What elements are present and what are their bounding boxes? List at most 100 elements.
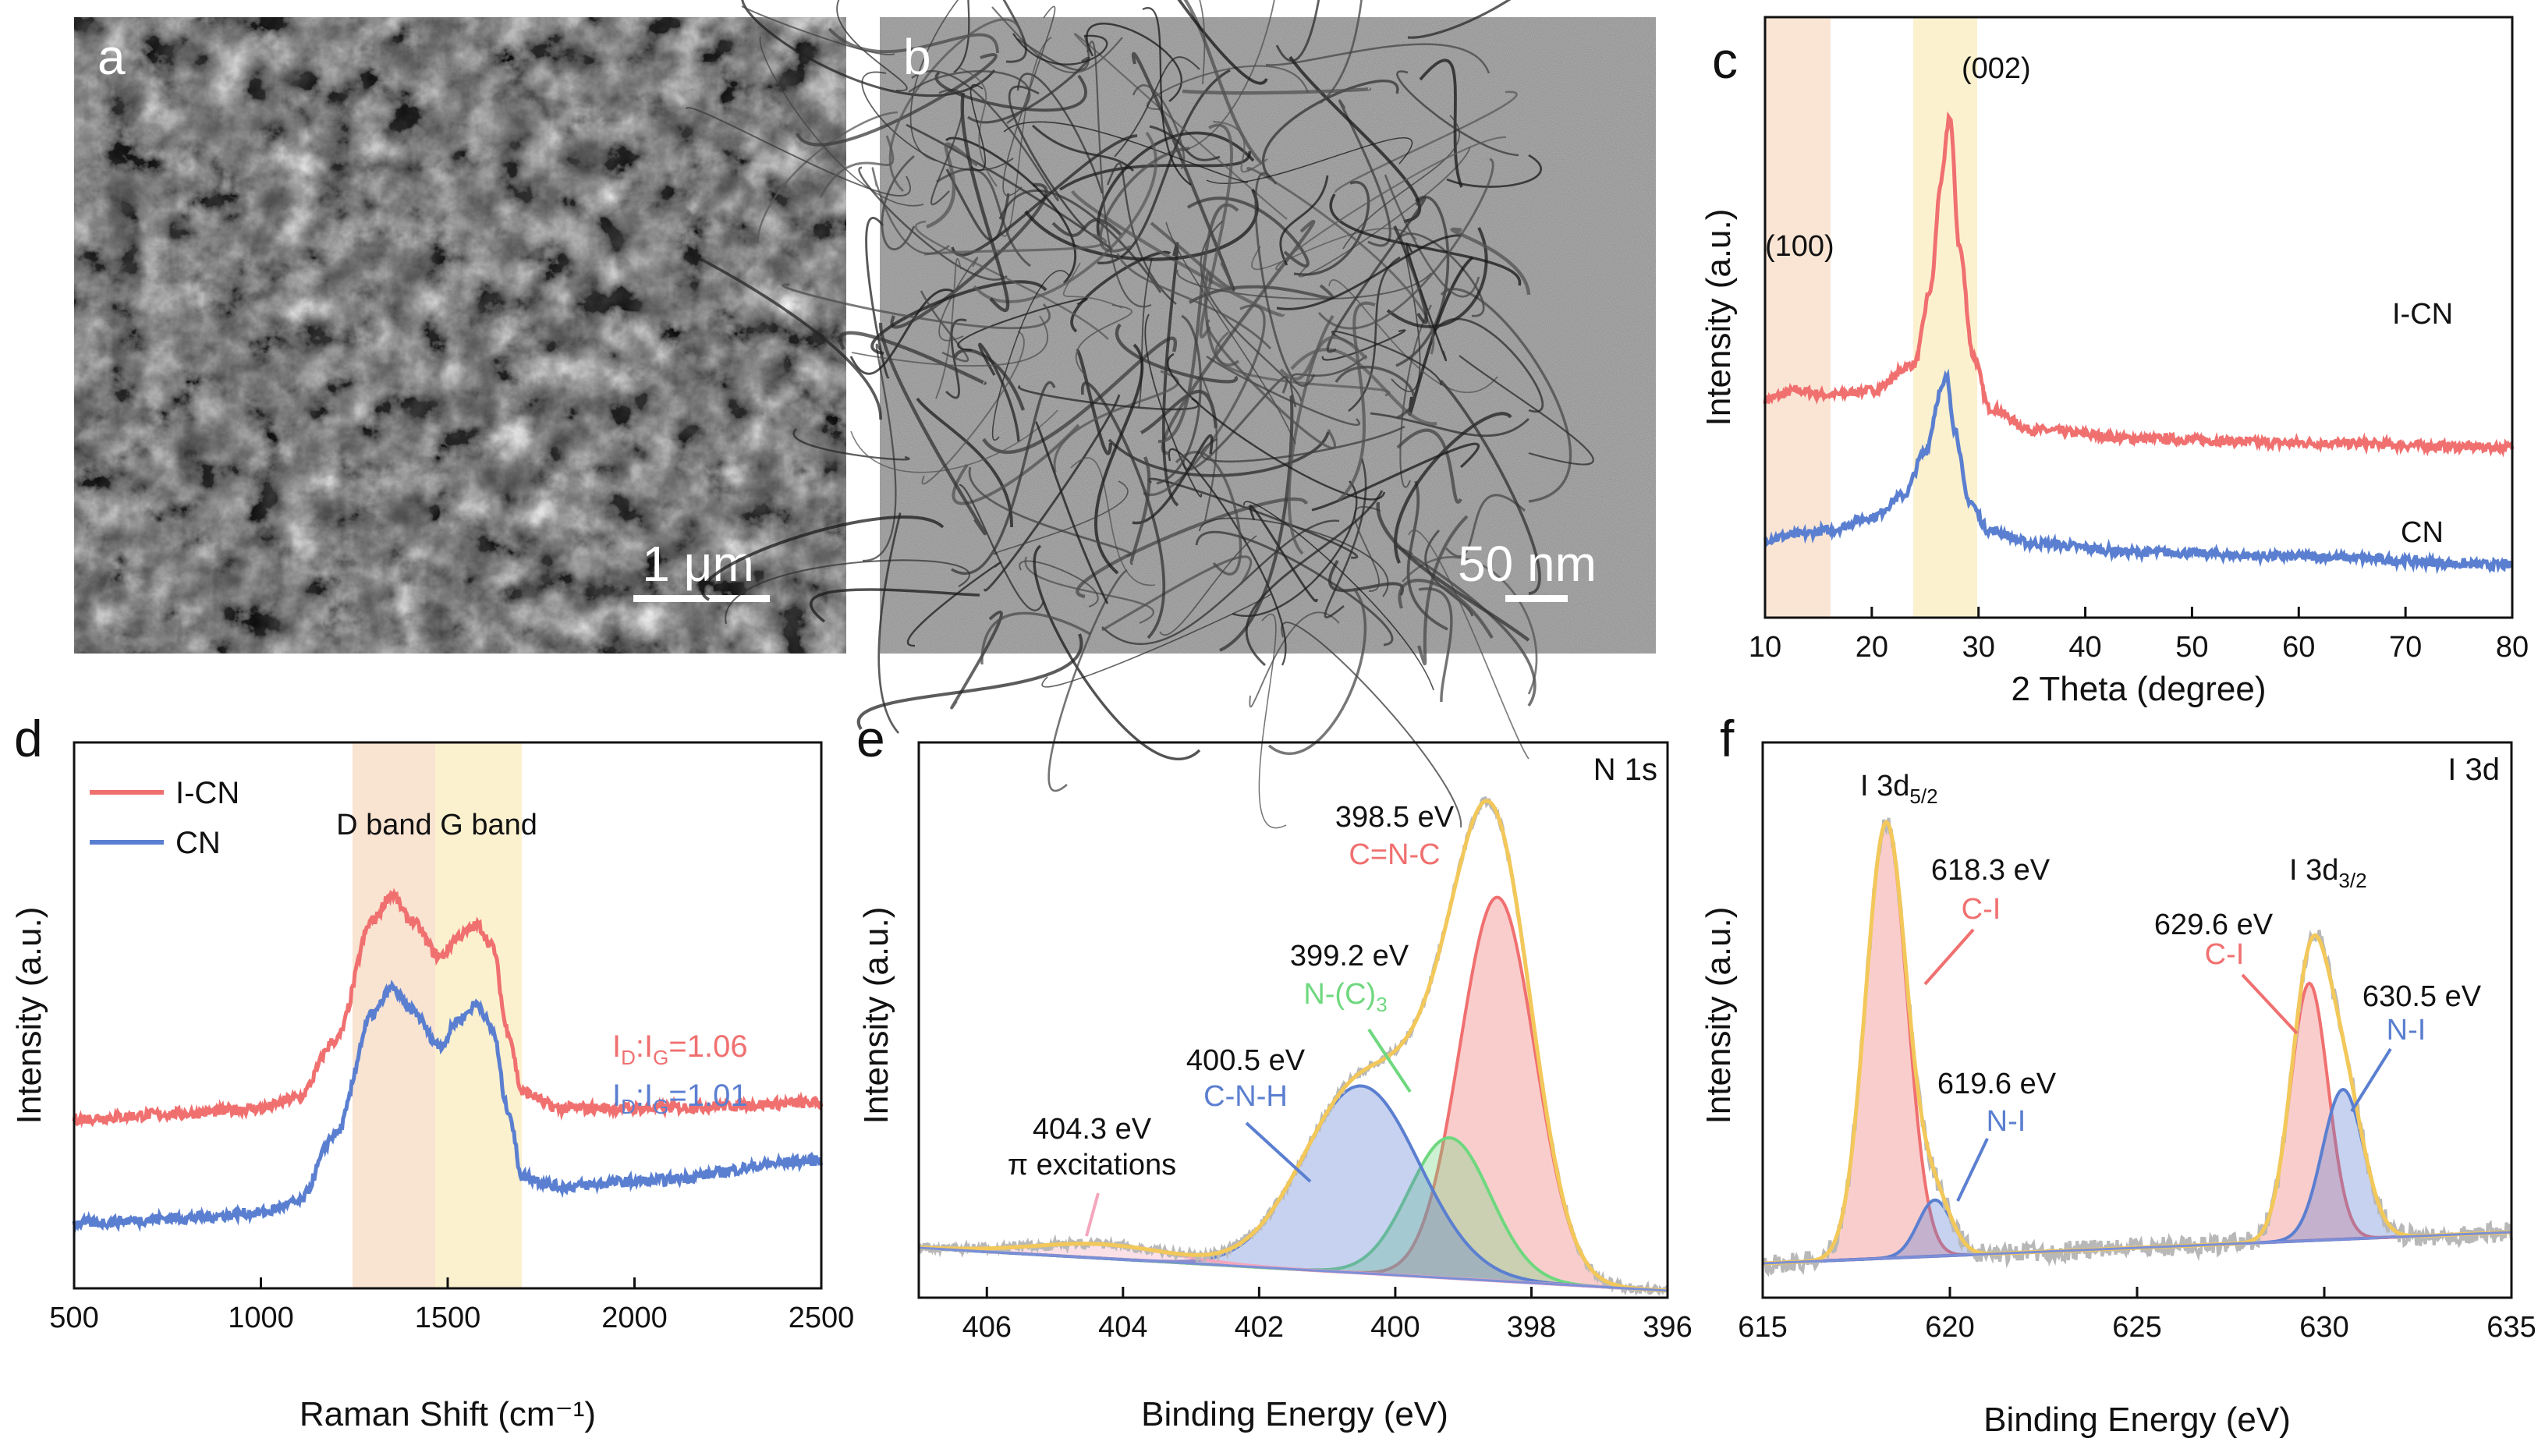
xps-n1s-peak-fill (919, 1243, 1668, 1291)
tem-fiber (991, 270, 1070, 441)
raman-x-tick-label: 500 (49, 1302, 98, 1334)
tem-fiber (1108, 431, 1330, 477)
xrd-x-ticks: 10 20 30 40 50 60 70 80 (1749, 607, 2529, 664)
raman-y-axis-title: Intensity (a.u.) (10, 907, 48, 1125)
tem-fiber (935, 257, 962, 399)
panel-d: d 500 1000 1500 2000 2500 I-CN CN D band G b… (10, 710, 854, 1433)
tem-fiber (1338, 99, 1391, 247)
xps-i3d-baseline (1762, 1231, 2512, 1265)
tem-fiber (851, 315, 1048, 367)
tem-fiber (1182, 87, 1372, 95)
doublet-label-5-2: I 3d5/2 (1860, 770, 1938, 808)
tem-fiber (1203, 271, 1240, 367)
tem-fiber (1144, 314, 1203, 498)
xps-i3d-x-tick-label: 635 (2487, 1311, 2536, 1344)
xrd-series-label-cn: CN (2401, 516, 2444, 549)
tem-fiber (1047, 569, 1128, 792)
xps-i3d-x-tick-label: 620 (1925, 1311, 1974, 1344)
tem-fiber (1206, 136, 1413, 185)
tem-fiber (1075, 304, 1132, 376)
panel-a: a 1 μm (74, 17, 846, 654)
tem-fiber (1407, 0, 1512, 39)
tem-fiber (1384, 174, 1480, 298)
tem-fiber (1290, 348, 1437, 426)
xps-n1s-x-axis-title: Binding Energy (eV) (1141, 1395, 1448, 1433)
tem-fiber (1200, 220, 1303, 402)
tem-fiber (1393, 225, 1428, 324)
tem-fiber (756, 111, 899, 244)
tem-fiber (1401, 556, 1538, 695)
tem-fiber (1012, 33, 1108, 66)
peak-energy-404-3: 404.3 eV (1033, 1113, 1152, 1146)
tem-fiber (1142, 7, 1192, 186)
tem-fiber (1424, 530, 1474, 617)
tem-fiber (945, 136, 1077, 285)
tem-fiber (1002, 0, 1027, 63)
tem-fiber (1075, 349, 1113, 455)
tem-fiber (923, 232, 1107, 256)
tem-fiber (1288, 55, 1422, 224)
xps-n1s-x-tick-label: 400 (1370, 1311, 1420, 1344)
panel-label-c: c (1712, 31, 1738, 89)
peak-assignment-618-3: C-I (1962, 893, 2001, 926)
raman-curve-icn (72, 887, 824, 1128)
tem-fiber (916, 397, 1013, 528)
peak-assignment-400-5: C-N-H (1203, 1080, 1288, 1113)
tem-fiber (957, 297, 1088, 351)
panel-label-f: f (1720, 710, 1735, 767)
tem-fiber (1450, 227, 1531, 296)
tem-fiber (836, 0, 908, 92)
tem-fiber (1199, 517, 1389, 597)
tem-fiber (951, 134, 1138, 257)
tem-fiber (1391, 250, 1421, 392)
tem-fiber (700, 258, 882, 420)
arrow-619-6 (1956, 1138, 1989, 1202)
panel-b: b 50 nm (686, 0, 1656, 829)
tem-fiber (1016, 73, 1104, 194)
tem-fiber (1376, 501, 1530, 642)
tem-fiber (1106, 162, 1177, 305)
tem-fiber (741, 5, 895, 55)
tem-fiber (1096, 131, 1255, 237)
peak-energy-400-5: 400.5 eV (1186, 1044, 1306, 1077)
tem-fiber (909, 0, 959, 161)
xps-n1s-x-tick-label: 404 (1098, 1311, 1147, 1344)
tem-fiber (1417, 515, 1469, 666)
tem-fiber (1245, 490, 1384, 667)
xrd-curve-cn (1763, 368, 2514, 575)
tem-fiber (1293, 180, 1370, 276)
tem-fiber (1002, 5, 1056, 197)
tem-fiber (1081, 381, 1165, 639)
xps-n1s-peak-fill (919, 897, 1668, 1291)
panel-e: e 406 404 402 400 398 396 N 1s 398.5 eV C=N-C… (856, 710, 1693, 1433)
xrd-label-002: (002) (1962, 52, 2031, 85)
tem-fiber (1275, 136, 1507, 271)
tem-fiber (980, 611, 1091, 665)
tem-fiber (991, 6, 1123, 74)
tem-fiber (1132, 434, 1214, 525)
tem-fiber (888, 18, 1023, 193)
ratio-label-icn: ID:IG=1.06 (612, 1029, 748, 1069)
tem-fiber (1019, 560, 1099, 608)
xrd-x-tick-label: 60 (2282, 631, 2315, 664)
tem-fiber (1246, 167, 1435, 355)
tem-fiber (945, 168, 1010, 242)
tem-fiber (1395, 195, 1450, 367)
xrd-x-tick-label: 70 (2389, 631, 2422, 664)
xrd-label-100: (100) (1765, 230, 1834, 263)
tem-fiber (759, 36, 924, 207)
tem-fiber (953, 0, 970, 73)
xps-i3d-peak-fill (1763, 1199, 2511, 1263)
tem-fiber (951, 381, 1056, 575)
scale-bar-label-a: 1 μm (642, 536, 754, 592)
tem-fiber (1206, 355, 1360, 427)
xps-i3d-plot (1761, 817, 2513, 1277)
tem-fiber (978, 342, 1020, 442)
xrd-x-tick-label: 30 (1962, 631, 1995, 664)
tem-fiber (1018, 384, 1200, 411)
tem-fiber (1243, 501, 1434, 691)
tem-fiber (1408, 530, 1529, 760)
tem-fiber (1326, 197, 1427, 353)
xps-n1s-peak-fill (919, 1086, 1668, 1291)
tem-fiber (725, 559, 970, 625)
